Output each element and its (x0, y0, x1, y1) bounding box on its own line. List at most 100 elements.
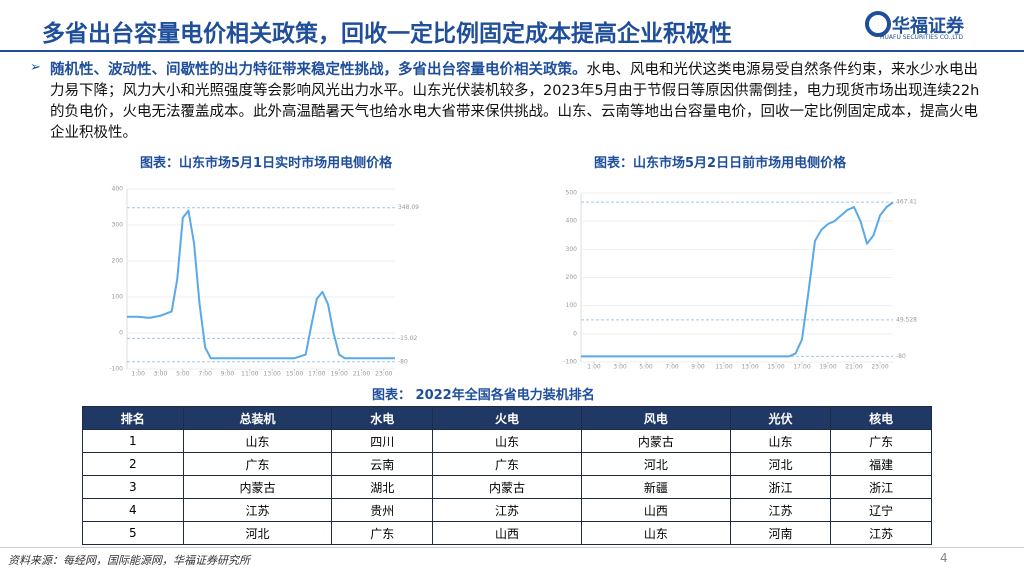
cell: 江苏 (729, 498, 832, 522)
cell: 广东 (331, 521, 434, 545)
cell: 浙江 (830, 475, 932, 499)
cell: 江苏 (830, 521, 932, 545)
cell: 浙江 (729, 475, 832, 499)
cell: 内蒙古 (580, 429, 731, 453)
y-tick-label: 400 (112, 186, 124, 193)
y-tick-label: 100 (112, 294, 124, 301)
cell: 山西 (580, 498, 731, 522)
cell: 河北 (580, 452, 731, 476)
y-tick-label: 500 (566, 190, 578, 197)
x-tick-label: 9:00 (691, 364, 705, 371)
table-caption: 图表： 2022年全国各省电力装机排名 (372, 388, 595, 403)
x-tick-label: 15:00 (767, 364, 784, 371)
cell: 内蒙古 (432, 475, 582, 499)
logo-icon (865, 11, 891, 37)
x-tick-label: 23:00 (375, 371, 392, 378)
x-tick-label: 23:00 (871, 364, 888, 371)
x-tick-label: 5:00 (639, 364, 653, 371)
bullet-body: 水电、风电和光伏这类电源易受自然条件约束，来水少水电出力易下降；风力大小和光照强… (50, 62, 980, 141)
table: 排名 总装机 水电 火电 风电 光伏 核电 1 山东 四川 山东 内蒙古 山东 广东 2 广东 云南 广东 河北 河北… (82, 406, 932, 545)
reference-label: 49.528 (896, 316, 917, 323)
cell: 内蒙古 (182, 475, 333, 499)
y-tick-label: 0 (119, 330, 123, 337)
x-tick-label: 1:00 (131, 371, 145, 378)
y-tick-label: 400 (566, 218, 578, 225)
cell: 3 (82, 475, 184, 499)
x-tick-label: 19:00 (819, 364, 836, 371)
x-tick-label: 9:00 (221, 371, 235, 378)
x-tick-label: 11:00 (715, 364, 732, 371)
header-cell: 总装机 (182, 406, 333, 430)
cell: 山东 (729, 429, 832, 453)
logo-sub: HUAFU SECURITIES CO.,LTD (880, 34, 964, 41)
x-tick-label: 21:00 (845, 364, 862, 371)
cell: 1 (82, 429, 184, 453)
cell: 湖北 (331, 475, 434, 499)
x-tick-label: 3:00 (613, 364, 627, 371)
slide-title: 多省出台容量电价相关政策，回收一定比例固定成本提高企业积极性 (42, 21, 732, 47)
page-number: 4 (940, 551, 948, 565)
reference-label: -80 (398, 358, 408, 365)
chart-caption: 图表：山东市场5月1日实时市场用电侧价格 (140, 156, 393, 171)
x-tick-label: 17:00 (308, 371, 325, 378)
cell: 贵州 (331, 498, 434, 522)
row: 1 山东 四川 山东 内蒙古 山东 广东 (82, 429, 932, 453)
header-cell: 火电 (432, 406, 582, 430)
x-tick-label: 7:00 (665, 364, 679, 371)
cell: 辽宁 (830, 498, 932, 522)
cell: 广东 (432, 452, 582, 476)
row: 2 广东 云南 广东 河北 河北 福建 (82, 452, 932, 476)
x-tick-label: 13:00 (741, 364, 758, 371)
bullet-marker: ➢ (30, 60, 41, 75)
header-cell: 核电 (830, 406, 932, 430)
cell: 山东 (580, 521, 731, 545)
y-tick-label: 300 (566, 246, 578, 253)
row: 4 江苏 贵州 江苏 山西 江苏 辽宁 (82, 498, 932, 522)
cell: 广东 (830, 429, 932, 453)
reference-label: -80 (896, 353, 906, 360)
x-tick-label: 3:00 (154, 371, 168, 378)
cell: 5 (82, 521, 184, 545)
cell: 4 (82, 498, 184, 522)
y-tick-label: -100 (563, 359, 577, 366)
x-tick-label: 13:00 (264, 371, 281, 378)
header-cell: 排名 (82, 406, 184, 430)
reference-label: -15.02 (398, 335, 418, 342)
bullet-bold: 随机性、波动性、间歇性的出力特征带来稳定性挑战，多省出台容量电价相关政策。 (50, 62, 587, 78)
x-tick-label: 21:00 (353, 371, 370, 378)
reference-label: 467.41 (896, 199, 917, 206)
y-tick-label: 300 (112, 222, 124, 229)
cell: 2 (82, 452, 184, 476)
cell: 河北 (729, 452, 832, 476)
header-cell: 风电 (580, 406, 731, 430)
y-tick-label: -100 (109, 366, 123, 373)
cell: 江苏 (432, 498, 582, 522)
price-line (581, 201, 894, 358)
x-tick-label: 1:00 (587, 364, 601, 371)
cell: 河南 (729, 521, 832, 545)
cell: 山东 (182, 429, 333, 453)
cell: 山西 (432, 521, 582, 545)
x-tick-label: 5:00 (176, 371, 190, 378)
y-tick-label: 200 (112, 258, 124, 265)
logo: 华福证券 (892, 16, 964, 37)
x-tick-label: 19:00 (331, 371, 348, 378)
price-line (127, 209, 395, 360)
x-tick-label: 11:00 (241, 371, 258, 378)
x-tick-label: 7:00 (198, 371, 212, 378)
header-row: 排名 总装机 水电 火电 风电 光伏 核电 (82, 406, 932, 430)
cell: 四川 (331, 429, 434, 453)
row: 3 内蒙古 湖北 内蒙古 新疆 浙江 浙江 (82, 475, 932, 499)
row: 5 河北 广东 山西 山东 河南 江苏 (82, 521, 932, 545)
footer-rule (0, 547, 1024, 548)
bullet-text: 随机性、波动性、间歇性的出力特征带来稳定性挑战，多省出台容量电价相关政策。水电、… (50, 60, 985, 144)
y-tick-label: 100 (566, 302, 578, 309)
chart-caption: 图表：山东市场5月2日日前市场用电侧价格 (594, 156, 847, 171)
header-cell: 水电 (331, 406, 434, 430)
cell: 广东 (182, 452, 333, 476)
cell: 云南 (331, 452, 434, 476)
y-tick-label: 0 (573, 330, 577, 337)
cell: 江苏 (182, 498, 333, 522)
